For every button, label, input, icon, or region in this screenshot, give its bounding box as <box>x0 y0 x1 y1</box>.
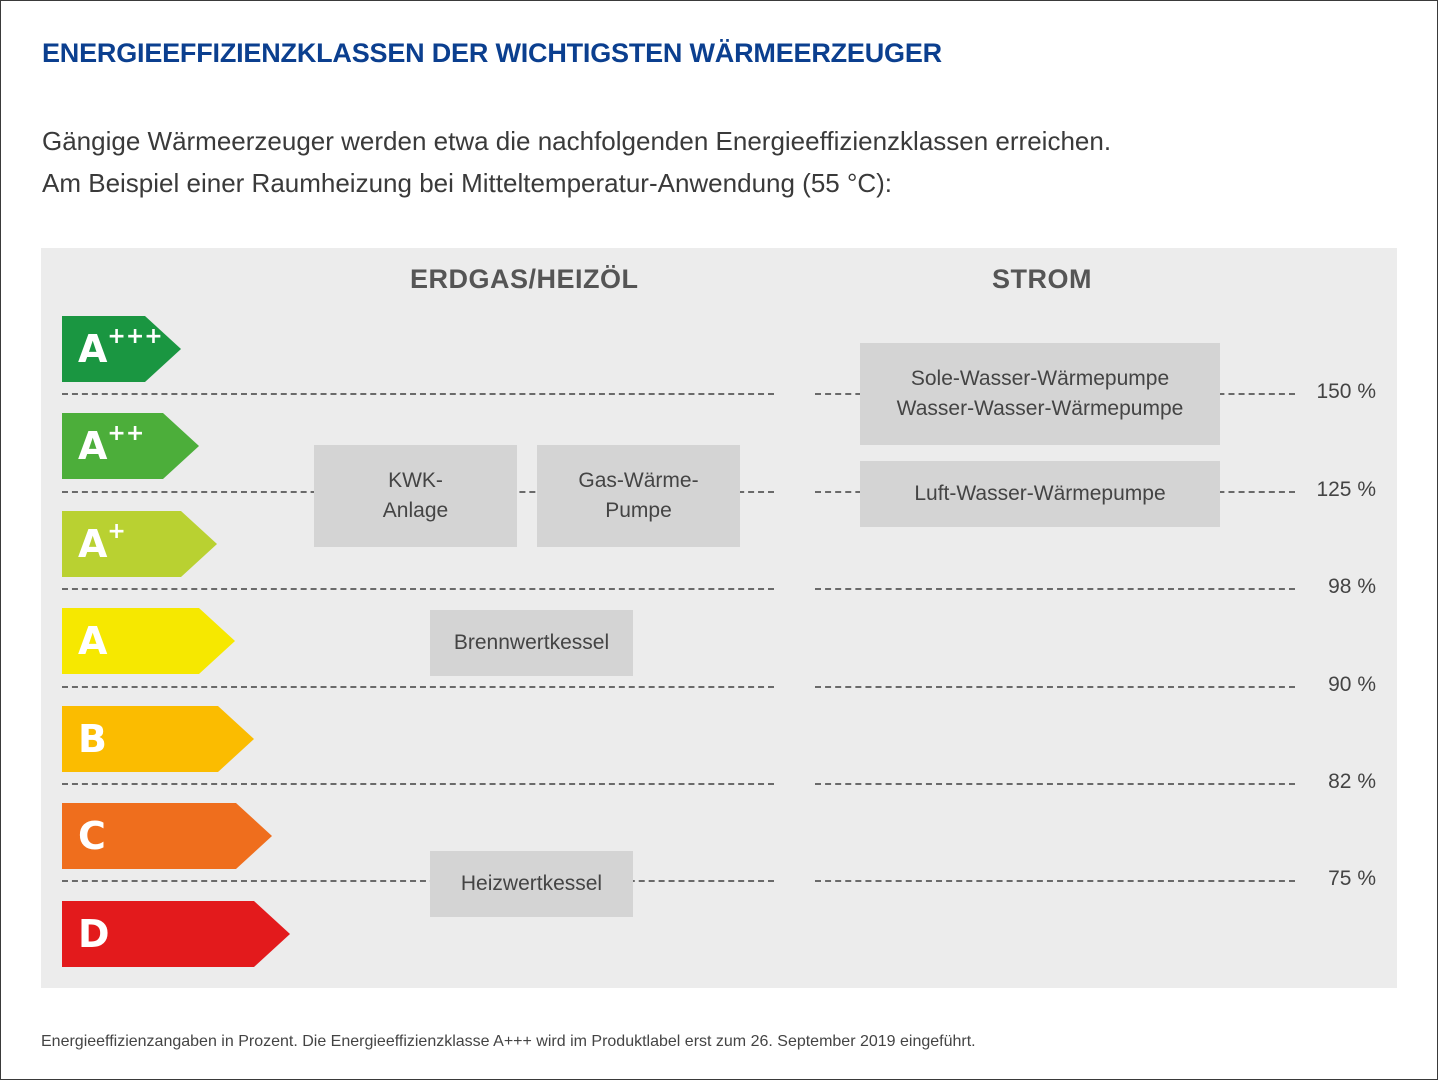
page-title: ENERGIEEFFIZIENZKLASSEN DER WICHTIGSTEN … <box>42 38 942 68</box>
box-gas-waermepumpe: Gas-Wärme- Pumpe <box>537 445 740 547</box>
box-brennwertkessel: Brennwertkessel <box>430 610 633 676</box>
threshold-line-98-left <box>62 588 774 590</box>
box-label: Heizwertkessel <box>460 872 603 895</box>
box-label: Luft-Wasser-Wärmepumpe <box>914 482 1166 505</box>
box-label: Brennwertkessel <box>453 631 610 654</box>
box-label: Sole-Wasser-Wärmepumpe <box>910 367 1170 390</box>
class-letter: C <box>78 814 106 858</box>
threshold-label-125: 125 % <box>1316 478 1376 501</box>
threshold-label-90: 90 % <box>1328 673 1376 696</box>
class-letter: A <box>78 522 108 566</box>
box-label: Pumpe <box>605 499 672 522</box>
box-label: Wasser-Wasser-Wärmepumpe <box>896 397 1184 420</box>
class-letter: B <box>78 717 107 761</box>
class-superscript: +++ <box>107 324 163 349</box>
class-arrow-d: D <box>62 901 290 967</box>
class-arrow-b: B <box>62 706 254 772</box>
threshold-label-150: 150 % <box>1316 380 1376 403</box>
box-label: Gas-Wärme- <box>578 469 699 492</box>
class-arrow-a-plus: A+ <box>62 511 217 577</box>
box-label: KWK- <box>388 469 443 492</box>
threshold-line-82-right <box>815 783 1295 785</box>
column-header-strom: STROM <box>992 264 1092 294</box>
class-letter: D <box>78 912 110 956</box>
class-letter: A <box>78 619 108 663</box>
class-arrow-c: C <box>62 803 272 869</box>
threshold-line-90-left <box>62 686 774 688</box>
threshold-line-90-right <box>815 686 1295 688</box>
footnote: Energieeffizienzangaben in Prozent. Die … <box>41 1033 976 1050</box>
intro-text: Gängige Wärmeerzeuger werden etwa die na… <box>42 120 1111 204</box>
class-arrow-a: A <box>62 608 235 674</box>
threshold-label-75: 75 % <box>1328 867 1376 890</box>
threshold-label-98: 98 % <box>1328 575 1376 598</box>
box-label: Anlage <box>382 499 449 522</box>
box-heizwertkessel: Heizwertkessel <box>430 851 633 917</box>
intro-line-2: Am Beispiel einer Raumheizung bei Mittel… <box>42 168 893 198</box>
threshold-line-82-left <box>62 783 774 785</box>
threshold-line-98-right <box>815 588 1295 590</box>
box-kwk-anlage: KWK- Anlage <box>314 445 517 547</box>
threshold-line-75-left <box>62 880 774 882</box>
threshold-line-75-right <box>815 880 1295 882</box>
class-arrow-a-plus-plus-plus: A+++ <box>62 316 181 382</box>
class-letter: A <box>78 327 108 371</box>
class-letter: A <box>78 424 108 468</box>
box-luft-wasser-waermepumpe: Luft-Wasser-Wärmepumpe <box>860 461 1220 527</box>
class-superscript: ++ <box>107 421 145 446</box>
box-sole-wasser-waermepumpe: Sole-Wasser-Wärmepumpe Wasser-Wasser-Wär… <box>860 343 1220 445</box>
threshold-label-82: 82 % <box>1328 770 1376 793</box>
threshold-line-150-left <box>62 393 774 395</box>
intro-line-1: Gängige Wärmeerzeuger werden etwa die na… <box>42 126 1112 156</box>
column-header-erdgas-heizoel: ERDGAS/HEIZÖL <box>410 264 639 294</box>
class-superscript: + <box>107 519 126 544</box>
